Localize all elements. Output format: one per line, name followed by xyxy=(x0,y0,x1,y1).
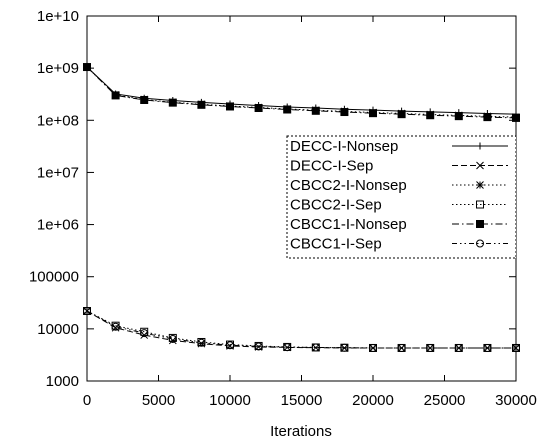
series-layer xyxy=(83,63,520,352)
series-line xyxy=(86,66,517,115)
x-tick-label: 5000 xyxy=(142,392,175,409)
legend-box xyxy=(286,135,517,259)
point-marker-circle-open xyxy=(83,307,91,316)
y-tick-label: 1000 xyxy=(46,373,79,390)
point-marker-circle-open xyxy=(111,322,120,331)
point-marker-square-filled xyxy=(311,106,320,115)
point-marker-circle-open xyxy=(397,343,406,352)
y-tick-label: 1e+09 xyxy=(37,60,79,77)
legend-label: CBCC1-I-Nonsep xyxy=(290,216,407,233)
legend-label: CBCC2-I-Nonsep xyxy=(290,177,407,194)
legend-label: DECC-I-Sep xyxy=(290,158,373,175)
x-tick-label: 20000 xyxy=(352,392,394,409)
series-line xyxy=(86,310,516,349)
point-marker-circle-open xyxy=(311,343,320,352)
y-tick-label: 10000 xyxy=(37,321,79,338)
point-marker-square-filled xyxy=(197,100,206,109)
series-line xyxy=(86,310,516,349)
point-marker-square-filled xyxy=(369,109,377,118)
point-marker-circle-open xyxy=(140,329,149,338)
x-tick-label: 30000 xyxy=(495,392,537,409)
x-tick-label: 0 xyxy=(83,392,91,409)
legend-label: CBCC1-I-Sep xyxy=(290,236,382,253)
point-marker-circle-open xyxy=(512,343,520,352)
point-marker-circle-open xyxy=(483,343,492,352)
point-marker-circle-open xyxy=(283,343,292,352)
series-decc-i-sep xyxy=(83,307,520,352)
point-marker-circle-open xyxy=(476,239,484,248)
y-tick-label: 100000 xyxy=(29,269,79,286)
legend: DECC-I-Nonsep DECC-I-Sep CBCC2-I-Nonsep CBC… xyxy=(286,135,517,259)
x-tick-label: 25000 xyxy=(424,392,466,409)
series-line xyxy=(86,66,517,119)
series-decc-i-nonsep xyxy=(83,63,520,118)
y-tick-label: 1e+07 xyxy=(37,164,79,181)
point-marker-square-filled xyxy=(226,102,234,111)
point-marker-square-filled xyxy=(340,108,349,117)
axes: 0 5000 10000 15000 20000 25000 30000 1000 10000 1… xyxy=(29,8,537,409)
point-marker-circle-open xyxy=(369,343,377,352)
legend-label: DECC-I-Nonsep xyxy=(290,138,398,155)
point-marker-square-filled xyxy=(140,95,149,104)
point-marker-square-filled xyxy=(476,220,484,228)
x-tick-label: 10000 xyxy=(209,392,251,409)
point-marker-square-filled xyxy=(168,98,177,107)
x-tick-label: 15000 xyxy=(281,392,323,409)
point-marker-square-filled xyxy=(283,105,292,114)
point-marker-circle-open xyxy=(168,334,177,343)
x-axis-label: Iterations xyxy=(270,423,332,440)
y-tick-label: 1e+10 xyxy=(37,8,79,25)
series-cbcc1-i-nonsep xyxy=(83,63,520,122)
series-cbcc1-i-sep xyxy=(83,307,520,352)
series-cbcc2-i-sep xyxy=(83,307,520,352)
point-marker-square-filled xyxy=(483,113,492,122)
point-marker-square-filled xyxy=(254,104,263,113)
point-marker-circle-open xyxy=(454,343,463,352)
point-marker-circle-open xyxy=(254,342,263,351)
point-marker-circle-open xyxy=(340,343,349,352)
series-line xyxy=(86,66,517,118)
point-marker-star xyxy=(476,181,484,189)
point-marker-square-filled xyxy=(111,91,120,100)
point-marker-plus xyxy=(476,142,484,150)
point-marker-circle-open xyxy=(197,338,206,347)
series-line xyxy=(86,310,516,349)
point-marker-square-filled xyxy=(83,63,91,72)
point-marker-square-filled xyxy=(397,110,406,119)
point-marker-square-filled xyxy=(426,111,435,120)
y-tick-label: 1e+06 xyxy=(37,217,79,234)
y-tick-label: 1e+08 xyxy=(37,112,79,129)
point-marker-circle-open xyxy=(426,343,435,352)
point-marker-square-filled xyxy=(512,113,520,122)
point-marker-square-filled xyxy=(454,112,463,121)
point-marker-square-open xyxy=(476,200,484,209)
legend-label: CBCC2-I-Sep xyxy=(290,197,382,214)
point-marker-circle-open xyxy=(226,341,234,350)
point-marker-cross xyxy=(476,161,484,170)
